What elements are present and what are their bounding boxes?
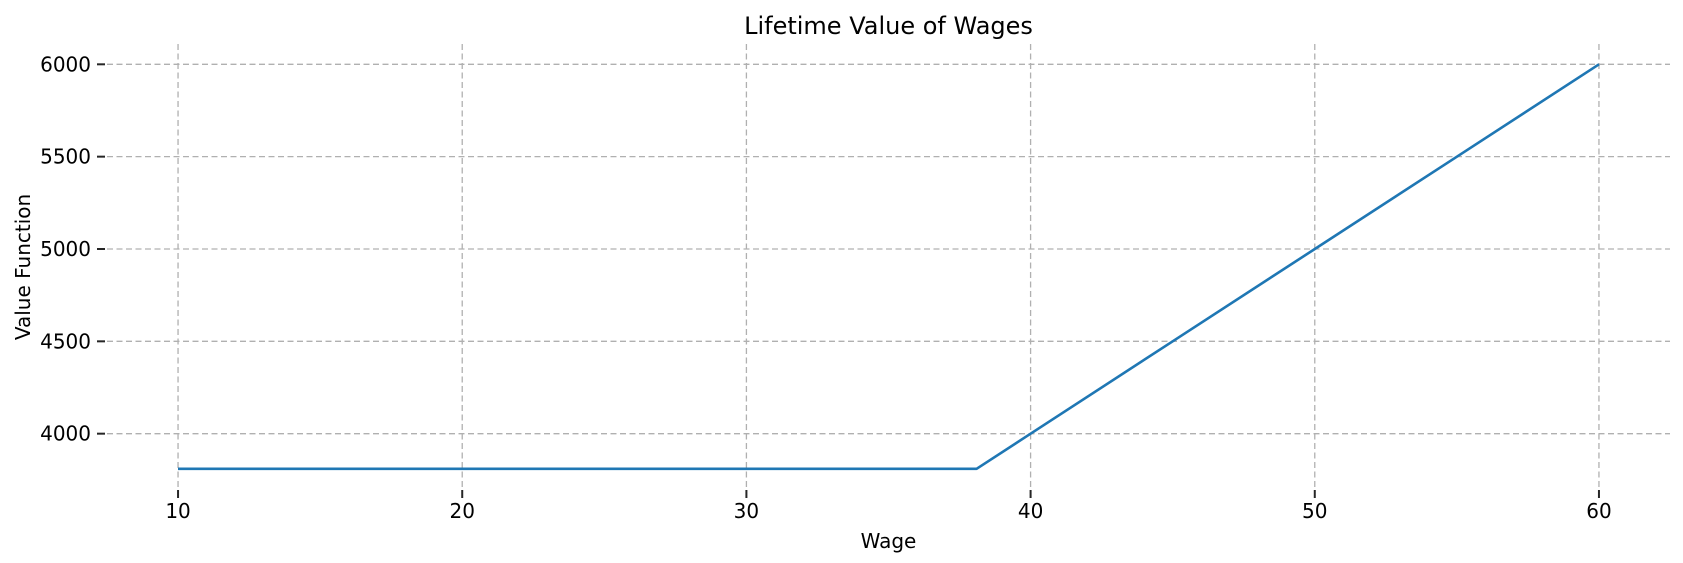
y-tick-labels: 4000 4500 5000 5500 6000 xyxy=(40,52,91,445)
x-tick-label: 20 xyxy=(450,499,475,523)
y-tick-label: 5000 xyxy=(40,237,91,261)
x-axis-label: Wage xyxy=(861,529,917,553)
y-tick-label: 4500 xyxy=(40,329,91,353)
x-tick-label: 60 xyxy=(1586,499,1611,523)
x-tick-label: 30 xyxy=(734,499,759,523)
x-tick-labels: 10 20 30 40 50 60 xyxy=(165,499,1611,523)
gridlines xyxy=(107,44,1670,490)
y-tick-label: 5500 xyxy=(40,145,91,169)
axis-ticks xyxy=(97,63,1600,498)
series-lines xyxy=(178,63,1600,471)
x-tick-label: 50 xyxy=(1302,499,1327,523)
value-function-line xyxy=(178,63,1600,471)
y-axis-label: Value Function xyxy=(11,194,35,340)
chart-title: Lifetime Value of Wages xyxy=(744,12,1033,40)
y-tick-label: 4000 xyxy=(40,422,91,446)
x-tick-label: 10 xyxy=(165,499,190,523)
y-tick-label: 6000 xyxy=(40,52,91,76)
x-tick-label: 40 xyxy=(1018,499,1043,523)
